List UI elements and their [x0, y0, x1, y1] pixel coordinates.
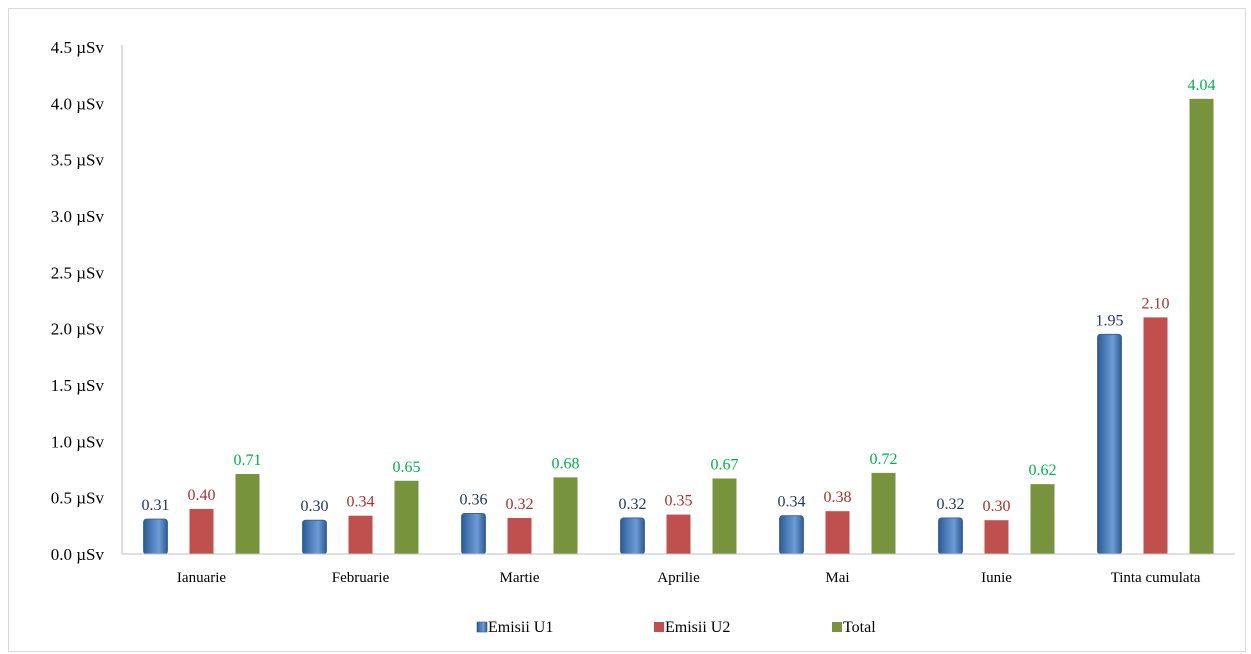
x-tick-label: Iunie	[981, 570, 1012, 586]
y-tick-label: 1.5 µSv	[51, 376, 105, 395]
bar-emisii-u2	[666, 514, 691, 554]
x-tick-label: Mai	[825, 570, 849, 586]
x-tick-label: Ianuarie	[177, 570, 226, 586]
y-tick-label: 4.5 µSv	[51, 38, 105, 57]
data-label: 4.04	[1188, 77, 1216, 94]
legend-swatch	[832, 622, 842, 632]
y-tick-label: 1.0 µSv	[51, 432, 105, 451]
y-tick-label: 2.5 µSv	[51, 263, 105, 282]
y-tick-label: 4.0 µSv	[51, 94, 105, 113]
data-label: 0.32	[937, 496, 965, 513]
data-label: 0.68	[552, 455, 580, 472]
bar-total	[712, 478, 737, 554]
bar-emisii-u2	[348, 515, 373, 554]
bar-emisii-u1	[1097, 333, 1122, 555]
bar-emisii-u1	[938, 517, 963, 555]
data-label: 1.95	[1096, 312, 1124, 329]
x-tick-label: Februarie	[332, 570, 390, 586]
data-labels-layer: 0.31 0.40 0.71 0.30 0.34 0.65 0.36 0.32 0.68 0.32…	[142, 77, 1216, 515]
data-label: 2.10	[1142, 295, 1170, 312]
bar-emisii-u2	[189, 508, 214, 554]
y-tick-label: 2.0 µSv	[51, 320, 105, 339]
data-label: 0.38	[824, 489, 852, 506]
data-label: 0.35	[665, 493, 693, 510]
legend-label: Emisii U1	[488, 619, 553, 636]
bar-total	[235, 474, 260, 554]
y-tick-label: 3.5 µSv	[51, 151, 105, 170]
bar-emisii-u1	[779, 515, 804, 555]
data-label: 0.62	[1029, 462, 1057, 479]
data-label: 0.71	[234, 452, 262, 469]
data-label: 0.72	[870, 451, 898, 468]
bar-emisii-u1	[143, 518, 168, 555]
bar-emisii-u2	[825, 511, 850, 554]
x-axis: Ianuarie Februarie Martie Aprilie Mai Iunie Ti…	[122, 553, 1235, 586]
data-label: 0.40	[188, 487, 216, 504]
data-label: 0.65	[393, 459, 421, 476]
bar-emisii-u1	[620, 517, 645, 555]
y-tick-label: 0.5 µSv	[51, 489, 105, 508]
bar-emisii-u2	[1143, 317, 1168, 554]
data-label: 0.34	[778, 494, 806, 511]
legend-label: Total	[843, 619, 876, 636]
bar-emisii-u1	[461, 513, 486, 555]
data-label: 0.31	[142, 497, 170, 514]
y-axis: 0.0 µSv 0.5 µSv 1.0 µSv 1.5 µSv 2.0 µSv 2.5 µ…	[51, 38, 123, 564]
data-label: 0.36	[460, 491, 488, 508]
data-label: 0.30	[983, 498, 1011, 515]
bar-emisii-u2	[984, 520, 1009, 554]
bar-total	[1030, 484, 1055, 554]
data-label: 0.30	[301, 498, 329, 515]
bar-emisii-u2	[507, 517, 532, 554]
legend-swatch	[654, 622, 664, 632]
y-tick-label: 3.0 µSv	[51, 207, 105, 226]
data-label: 0.67	[711, 457, 739, 474]
bars-layer	[143, 98, 1214, 555]
x-tick-label: Martie	[500, 570, 540, 586]
data-label: 0.34	[347, 494, 375, 511]
bar-total	[394, 480, 419, 554]
legend: Emisii U1 Emisii U2 Total	[476, 619, 876, 636]
bar-total	[553, 477, 578, 554]
data-label: 0.32	[619, 496, 647, 513]
bar-total	[871, 472, 896, 554]
data-label: 0.32	[506, 496, 534, 513]
legend-swatch	[476, 621, 488, 633]
bar-total	[1189, 98, 1214, 555]
bar-emisii-u1	[302, 519, 327, 555]
y-tick-label: 0.0 µSv	[51, 545, 105, 564]
legend-label: Emisii U2	[665, 619, 730, 636]
x-tick-label: Tinta cumulata	[1111, 570, 1201, 586]
x-tick-label: Aprilie	[657, 570, 700, 586]
